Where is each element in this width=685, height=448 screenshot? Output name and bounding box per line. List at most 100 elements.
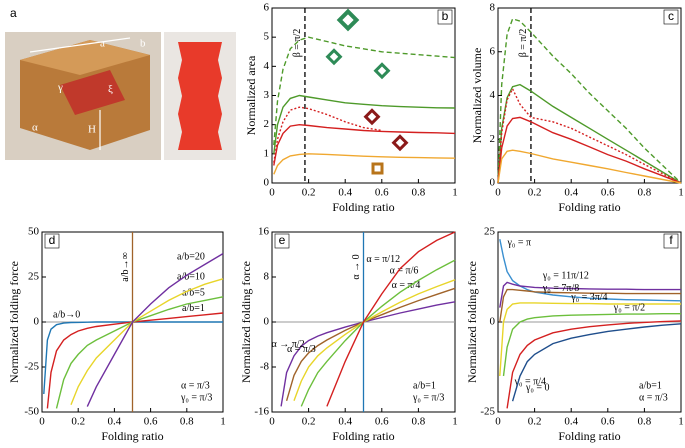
series-line bbox=[502, 313, 681, 377]
series-label: α = π/4 bbox=[392, 280, 421, 291]
annotation: a bbox=[100, 38, 105, 50]
y-tick-label: 4 bbox=[264, 60, 270, 72]
annotation: γ bbox=[57, 82, 63, 94]
series-line bbox=[293, 279, 456, 402]
series-line bbox=[46, 312, 224, 409]
x-tick-label: 0.2 bbox=[302, 416, 316, 428]
vline-label: a/b→∞ bbox=[120, 252, 131, 281]
series-label: α = π/6 bbox=[390, 266, 419, 277]
panel-label: e bbox=[279, 233, 286, 247]
y-tick-label: 6 bbox=[490, 45, 496, 57]
origami-top bbox=[20, 40, 150, 75]
annotation: α = π/3 bbox=[639, 392, 668, 403]
x-tick-label: 0.2 bbox=[528, 416, 542, 428]
panel-label: c bbox=[668, 9, 674, 23]
origami-inner bbox=[60, 70, 125, 115]
series-label: a/b=20 bbox=[177, 252, 205, 263]
series-label: a/b=1 bbox=[182, 303, 205, 314]
series-label: γ₀ = 7π/8 bbox=[542, 283, 579, 294]
y-tick-label: 0 bbox=[264, 316, 270, 328]
series-line bbox=[273, 36, 456, 146]
panel-label: d bbox=[49, 233, 56, 247]
x-axis-label: Folding ratio bbox=[332, 200, 394, 214]
x-tick-label: 1 bbox=[678, 187, 684, 199]
y-tick-label: 1 bbox=[264, 147, 270, 159]
y-axis-label: Normalized volume bbox=[470, 48, 484, 144]
series-label: γ₀ = π/2 bbox=[613, 303, 645, 314]
vline-label: α → 0 bbox=[351, 254, 362, 279]
y-axis-label: Normalized folding force bbox=[465, 261, 479, 383]
series-label: α = π/3 bbox=[287, 344, 316, 355]
series-line bbox=[499, 281, 681, 308]
x-tick-label: 0.4 bbox=[338, 416, 352, 428]
x-tick-label: 1 bbox=[678, 416, 684, 428]
y-tick-label: 0 bbox=[264, 177, 270, 189]
inset-shape bbox=[363, 108, 381, 126]
series-line bbox=[326, 231, 456, 407]
y-tick-label: -16 bbox=[254, 406, 269, 418]
y-axis-label: Normalized folding force bbox=[7, 261, 21, 383]
series-line bbox=[280, 301, 456, 407]
panel-label-box bbox=[274, 233, 290, 249]
annotation: H bbox=[88, 124, 96, 136]
annotation: ξ bbox=[108, 84, 113, 96]
annotation: α bbox=[32, 122, 38, 134]
x-tick-label: 0.6 bbox=[375, 416, 389, 428]
y-tick-label: 50 bbox=[28, 226, 40, 238]
panel-label-box bbox=[44, 233, 60, 249]
x-tick-label: 1 bbox=[452, 187, 458, 199]
series-line bbox=[497, 83, 682, 184]
panel-a-illustration: a a b γ ξ α H bbox=[5, 6, 236, 160]
y-tick-label: 25 bbox=[484, 226, 496, 238]
series-label: γ₀ = 0 bbox=[525, 382, 550, 393]
y-tick-label: 25 bbox=[28, 271, 40, 283]
panel-b-insets bbox=[325, 8, 409, 175]
series-label: a/b=5 bbox=[182, 288, 205, 299]
x-tick-label: 0.6 bbox=[375, 187, 389, 199]
vline-label: β = π/2 bbox=[518, 29, 529, 58]
series-line bbox=[497, 87, 682, 184]
x-tick-label: 0.8 bbox=[180, 416, 194, 428]
y-tick-label: 0 bbox=[34, 316, 40, 328]
series-label: a/b→0 bbox=[53, 309, 80, 320]
x-axis-label: Folding ratio bbox=[101, 429, 163, 443]
panel-label: b bbox=[442, 9, 449, 23]
x-tick-label: 0 bbox=[495, 416, 501, 428]
series-line bbox=[55, 296, 224, 409]
x-tick-label: 0.8 bbox=[638, 187, 652, 199]
series-line bbox=[499, 288, 681, 323]
series-line bbox=[273, 123, 456, 166]
y-axis-label: Normalized area bbox=[244, 55, 258, 135]
x-tick-label: 0.4 bbox=[338, 187, 352, 199]
series-label: a/b=10 bbox=[177, 271, 205, 282]
series-line bbox=[499, 239, 682, 302]
y-tick-label: 5 bbox=[264, 31, 270, 43]
y-tick-label: 8 bbox=[264, 271, 270, 283]
y-tick-label: 6 bbox=[264, 2, 270, 14]
x-tick-label: 0.2 bbox=[528, 187, 542, 199]
series-line bbox=[86, 252, 224, 407]
x-tick-label: 0 bbox=[269, 416, 275, 428]
series-line bbox=[497, 116, 682, 184]
x-tick-label: 0.4 bbox=[564, 416, 578, 428]
x-tick-label: 0.2 bbox=[71, 416, 85, 428]
x-tick-label: 1 bbox=[452, 416, 458, 428]
inset-shape bbox=[325, 48, 343, 66]
y-axis-label: Normalized folding force bbox=[239, 261, 253, 383]
series-line bbox=[273, 94, 456, 154]
y-tick-label: 0 bbox=[490, 316, 496, 328]
y-tick-label: -50 bbox=[24, 406, 39, 418]
x-tick-label: 0.8 bbox=[412, 416, 426, 428]
x-tick-label: 0.8 bbox=[638, 416, 652, 428]
series-line bbox=[506, 320, 682, 409]
y-tick-label: -25 bbox=[24, 361, 39, 373]
y-tick-label: 4 bbox=[490, 89, 496, 101]
x-tick-label: 1 bbox=[220, 416, 226, 428]
annotation: α = π/3 bbox=[181, 380, 210, 391]
x-tick-label: 0.4 bbox=[108, 416, 122, 428]
y-tick-label: 3 bbox=[264, 89, 270, 101]
x-axis-label: Folding ratio bbox=[558, 429, 620, 443]
y-tick-label: 0 bbox=[490, 177, 496, 189]
inset-shape bbox=[371, 162, 384, 175]
